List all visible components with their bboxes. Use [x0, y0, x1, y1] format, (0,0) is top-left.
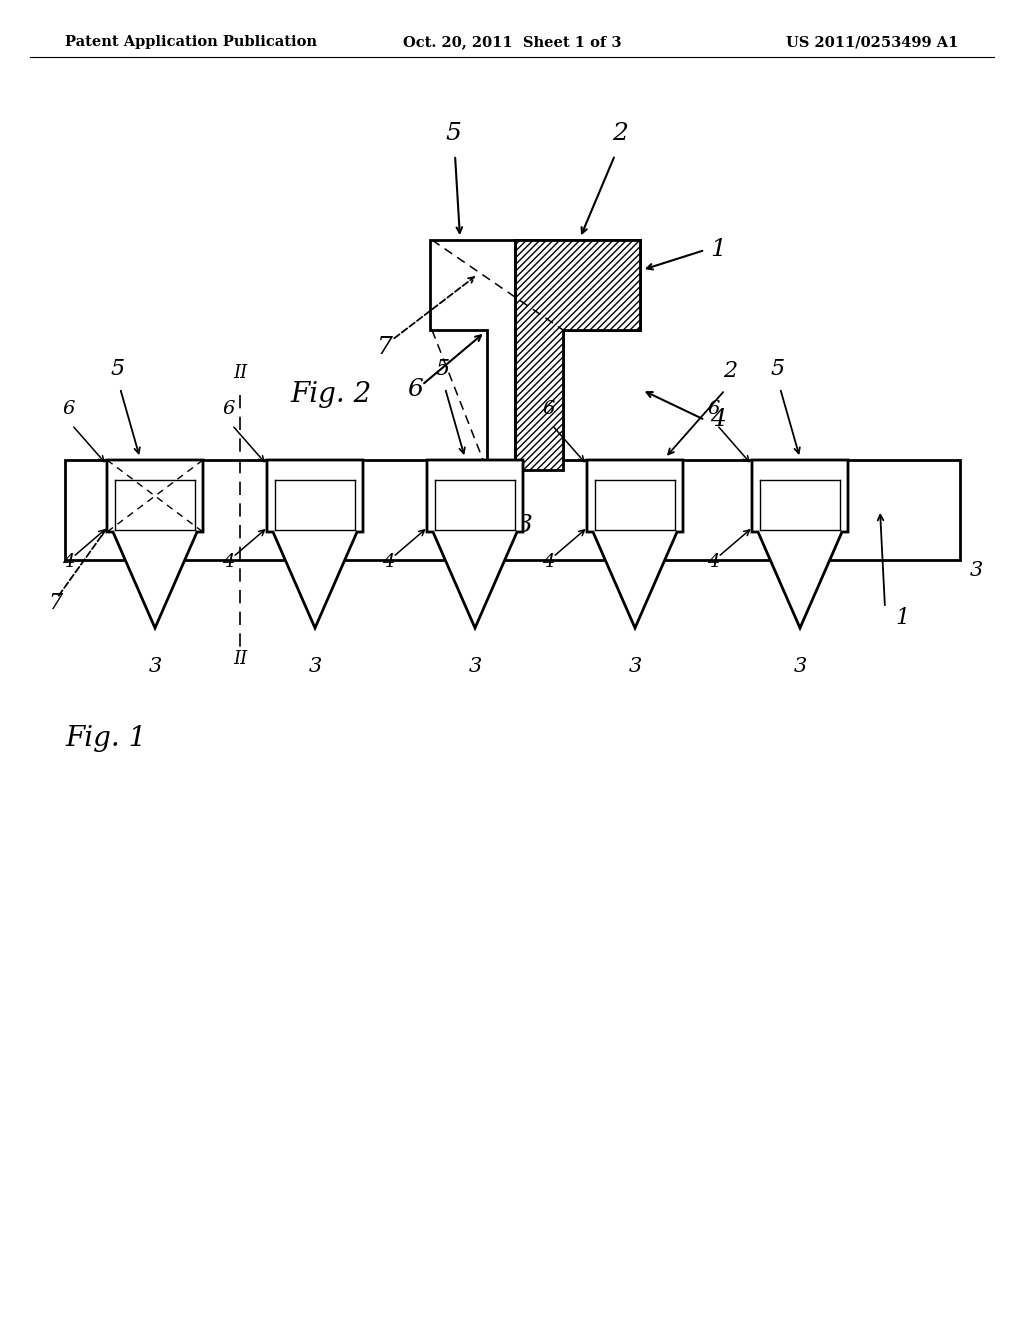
Text: 1: 1 [710, 239, 726, 261]
Text: 6: 6 [408, 379, 423, 401]
Polygon shape [587, 459, 683, 628]
Polygon shape [106, 459, 203, 628]
Text: Oct. 20, 2011  Sheet 1 of 3: Oct. 20, 2011 Sheet 1 of 3 [402, 36, 622, 49]
Text: II: II [232, 649, 247, 668]
Text: II: II [232, 364, 247, 381]
Text: 5: 5 [445, 121, 461, 145]
Polygon shape [752, 459, 848, 628]
Text: 2: 2 [612, 121, 628, 145]
Text: 4: 4 [222, 553, 234, 572]
Text: 3: 3 [468, 656, 481, 676]
Text: 3: 3 [517, 513, 532, 536]
Text: 5: 5 [436, 358, 451, 380]
Polygon shape [515, 240, 640, 470]
Polygon shape [427, 459, 523, 628]
Text: 6: 6 [543, 400, 555, 418]
Text: Patent Application Publication: Patent Application Publication [65, 36, 317, 49]
Text: 5: 5 [111, 358, 125, 380]
Text: 4: 4 [542, 553, 554, 572]
Text: 4: 4 [707, 553, 719, 572]
Text: 6: 6 [223, 400, 236, 418]
Text: 4: 4 [61, 553, 74, 572]
Text: Fig. 1: Fig. 1 [65, 725, 146, 751]
Text: 3: 3 [308, 656, 322, 676]
Text: 2: 2 [723, 360, 737, 381]
Text: 6: 6 [708, 400, 720, 418]
Bar [65, 459, 961, 560]
Text: 3: 3 [794, 656, 807, 676]
Polygon shape [267, 459, 362, 628]
Text: US 2011/0253499 A1: US 2011/0253499 A1 [785, 36, 958, 49]
Text: 4: 4 [382, 553, 394, 572]
Text: 4: 4 [710, 408, 726, 432]
Text: 3: 3 [629, 656, 642, 676]
Text: 7: 7 [377, 337, 393, 359]
Text: Fig. 2: Fig. 2 [290, 381, 372, 408]
Text: 3: 3 [148, 656, 162, 676]
Text: 7: 7 [48, 591, 62, 614]
Text: 1: 1 [895, 607, 909, 630]
Polygon shape [430, 240, 640, 470]
Text: 5: 5 [771, 358, 785, 380]
Text: 3: 3 [970, 561, 983, 579]
Text: 6: 6 [62, 400, 75, 418]
